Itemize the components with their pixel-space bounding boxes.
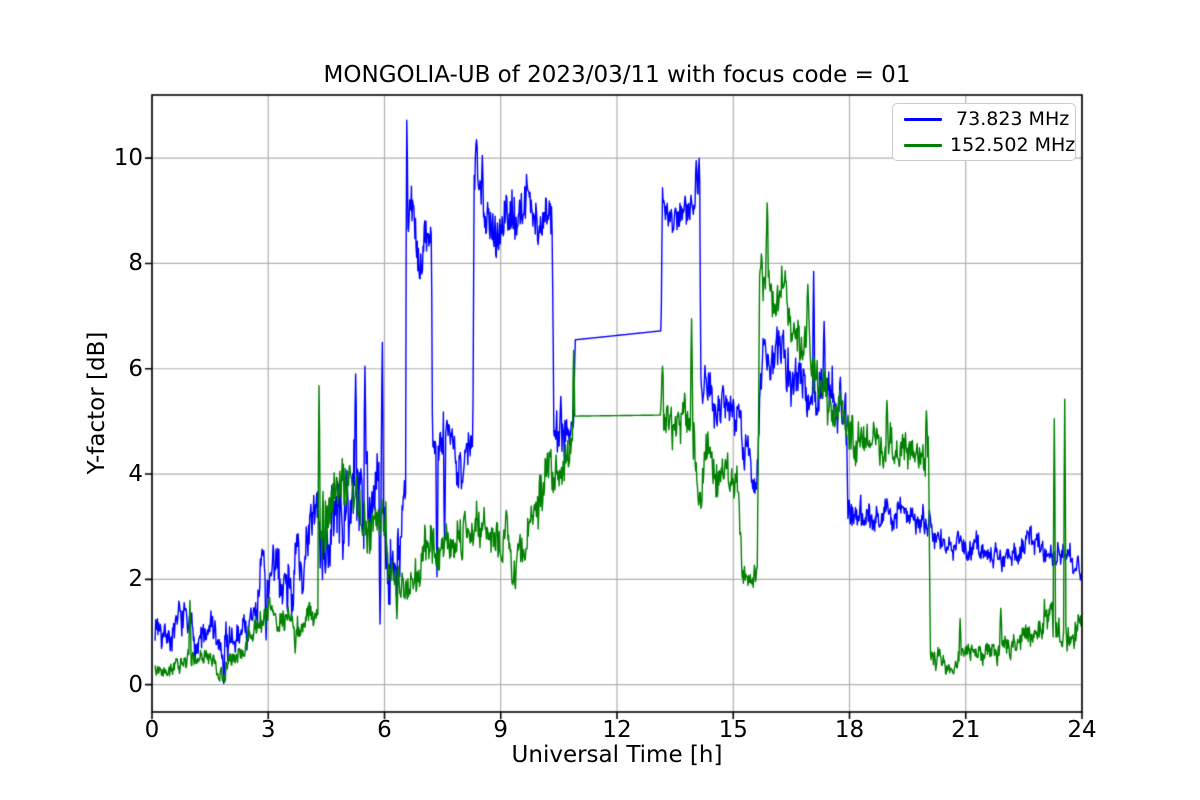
chart-title: MONGOLIA-UB of 2023/03/11 with focus cod… — [323, 62, 911, 88]
y-axis-label: Y-factor [dB] — [84, 331, 110, 475]
legend: 73.823 MHz 152.502 MHz — [892, 103, 1076, 161]
y-tick-label: 10 — [113, 145, 143, 172]
x-axis-label: Universal Time [h] — [511, 742, 723, 768]
y-tick-label: 0 — [128, 671, 143, 698]
legend-label-152mhz: 152.502 MHz — [950, 133, 1076, 156]
x-tick-label: 21 — [951, 717, 981, 743]
y-tick-label: 2 — [128, 566, 143, 593]
y-tick-label: 4 — [128, 461, 143, 488]
x-tick-label: 0 — [144, 717, 160, 743]
x-tick-label: 15 — [718, 717, 748, 743]
legend-item-152mhz: 152.502 MHz — [893, 133, 1076, 156]
legend-line-blue — [904, 117, 942, 121]
y-tick-label: 6 — [128, 355, 143, 382]
legend-item-73mhz: 73.823 MHz — [893, 107, 1075, 130]
legend-label-73mhz: 73.823 MHz — [950, 107, 1070, 130]
legend-line-green — [904, 143, 942, 147]
x-tick-label: 9 — [493, 717, 509, 743]
y-tick-label: 8 — [128, 250, 143, 277]
x-tick-label: 24 — [1067, 717, 1097, 743]
x-tick-label: 3 — [260, 717, 276, 743]
x-tick-label: 12 — [602, 717, 632, 743]
x-tick-label: 18 — [834, 717, 865, 743]
x-tick-label: 6 — [377, 717, 392, 743]
